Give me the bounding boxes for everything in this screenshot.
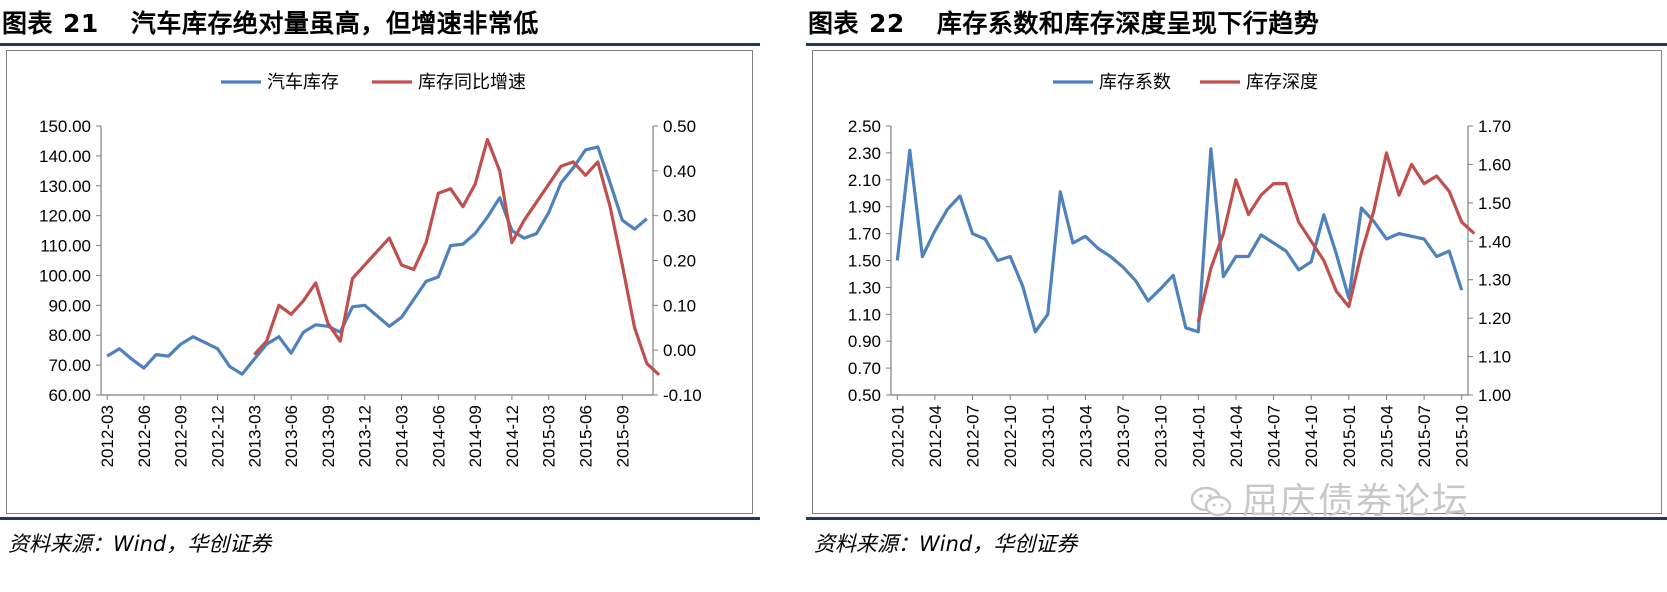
left-chart-svg: 60.00 70.00 80.00 90.00 100.00 110.00 120.00 13… xyxy=(39,72,702,467)
wechat-icon xyxy=(1190,486,1232,517)
right-chart-frame: 0.50 0.70 0.90 1.10 1.30 1.50 1.70 1.90 2.10 2.30… xyxy=(812,50,1662,514)
x-tick-label: 2015-07 xyxy=(1415,405,1434,467)
right-source-rule xyxy=(806,517,1667,520)
x-tick-label: 2012-06 xyxy=(135,405,154,467)
y-left-tick-label: 60.00 xyxy=(48,386,91,405)
x-tick-label: 2014-01 xyxy=(1189,405,1208,467)
legend-label-1: 库存同比增速 xyxy=(418,72,526,93)
legend-label-0: 库存系数 xyxy=(1099,72,1171,93)
y-left-tick-label: 110.00 xyxy=(40,237,91,256)
y-right-tick-label: 0.30 xyxy=(663,207,696,226)
x-tick-label: 2014-03 xyxy=(393,405,412,467)
y-left-tick-label: 80.00 xyxy=(48,326,91,345)
x-tick-label: 2013-04 xyxy=(1076,405,1095,467)
y-right-tick-label: 1.40 xyxy=(1478,232,1511,251)
y-left-tick-label: 2.50 xyxy=(848,117,881,136)
y-left-tick-label: 1.10 xyxy=(848,305,881,324)
x-tick-label: 2012-01 xyxy=(888,405,907,467)
x-tick-label: 2014-04 xyxy=(1227,405,1246,467)
y-right-tick-label: 1.50 xyxy=(1478,194,1511,213)
x-tick-label: 2013-06 xyxy=(282,405,301,467)
x-tick-label: 2014-09 xyxy=(466,405,485,467)
y-right-tick-label: 1.70 xyxy=(1478,117,1511,136)
x-tick-label: 2013-03 xyxy=(245,405,264,467)
y-left-tick-label: 140.00 xyxy=(39,147,91,166)
series-line-1 xyxy=(253,137,661,376)
right-title-text: 库存系数和库存深度呈现下行趋势 xyxy=(936,9,1320,38)
y-right-tick-label: 0.50 xyxy=(663,117,696,136)
y-right-tick-label: 0.00 xyxy=(663,341,696,360)
x-tick-label: 2012-10 xyxy=(1001,405,1020,467)
y-right-tick-label: 0.40 xyxy=(663,162,696,181)
right-chart-svg: 0.50 0.70 0.90 1.10 1.30 1.50 1.70 1.90 2.10 2.30… xyxy=(848,72,1511,467)
left-chart-title: 图表 21 汽车库存绝对量虽高，但增速非常低 xyxy=(2,4,539,40)
right-title-rule xyxy=(806,43,1667,46)
left-source-rule xyxy=(0,517,760,520)
y-right-tick-label: 1.10 xyxy=(1478,348,1511,367)
y-left-tick-label: 70.00 xyxy=(48,356,91,375)
right-title-prefix: 图表 xyxy=(808,9,860,38)
x-tick-label: 2015-03 xyxy=(540,405,559,467)
y-left-tick-label: 0.70 xyxy=(848,359,881,378)
x-tick-label: 2015-04 xyxy=(1377,405,1396,467)
x-tick-label: 2012-09 xyxy=(172,405,191,467)
x-tick-label: 2015-09 xyxy=(613,405,632,467)
y-left-tick-label: 90.00 xyxy=(48,296,91,315)
x-tick-label: 2015-10 xyxy=(1453,405,1472,467)
x-tick-label: 2014-12 xyxy=(503,405,522,467)
y-left-tick-label: 0.50 xyxy=(848,386,881,405)
x-tick-label: 2012-07 xyxy=(964,405,983,467)
y-left-tick-label: 1.90 xyxy=(848,198,881,217)
y-right-tick-label: 1.60 xyxy=(1478,155,1511,174)
watermark: 屈庆债券论坛 xyxy=(1190,472,1470,524)
series-line-1 xyxy=(1196,151,1476,323)
left-source-note: 资料来源：Wind，华创证券 xyxy=(8,532,272,556)
y-left-tick-label: 100.00 xyxy=(39,266,91,285)
y-left-tick-label: 1.50 xyxy=(848,252,881,271)
x-tick-label: 2012-03 xyxy=(98,405,117,467)
y-left-tick-label: 130.00 xyxy=(39,177,91,196)
y-right-tick-label: 1.30 xyxy=(1478,271,1511,290)
y-left-tick-label: 2.30 xyxy=(848,144,881,163)
y-left-tick-label: 2.10 xyxy=(848,171,881,190)
x-tick-label: 2014-06 xyxy=(429,405,448,467)
y-right-tick-label: 0.10 xyxy=(663,296,696,315)
x-tick-label: 2013-10 xyxy=(1152,405,1171,467)
y-right-tick-label: 0.20 xyxy=(663,252,696,271)
left-title-prefix: 图表 xyxy=(2,9,54,38)
legend-label-0: 汽车库存 xyxy=(267,72,339,93)
right-source-note: 资料来源：Wind，华创证券 xyxy=(814,532,1078,556)
x-tick-label: 2015-01 xyxy=(1340,405,1359,467)
y-right-tick-label: 1.00 xyxy=(1478,386,1511,405)
y-left-tick-label: 1.30 xyxy=(848,278,881,297)
y-left-tick-label: 1.70 xyxy=(848,225,881,244)
x-tick-label: 2012-12 xyxy=(209,405,228,467)
x-tick-label: 2013-09 xyxy=(319,405,338,467)
x-tick-label: 2015-06 xyxy=(577,405,596,467)
legend-label-1: 库存深度 xyxy=(1246,72,1318,93)
x-tick-label: 2014-10 xyxy=(1302,405,1321,467)
y-right-tick-label: -0.10 xyxy=(663,386,702,405)
x-tick-label: 2012-04 xyxy=(926,405,945,467)
x-tick-label: 2014-07 xyxy=(1265,405,1284,467)
y-left-tick-label: 120.00 xyxy=(39,207,91,226)
left-chart-frame: 60.00 70.00 80.00 90.00 100.00 110.00 120.00 13… xyxy=(6,50,753,514)
watermark-text: 屈庆债券论坛 xyxy=(1242,481,1471,522)
left-title-number: 21 xyxy=(63,9,99,38)
series-line-0 xyxy=(106,145,648,376)
x-tick-label: 2013-07 xyxy=(1114,405,1133,467)
left-title-rule xyxy=(0,43,760,46)
y-left-tick-label: 0.90 xyxy=(848,332,881,351)
right-chart-title: 图表 22 库存系数和库存深度呈现下行趋势 xyxy=(808,4,1319,40)
x-tick-label: 2013-12 xyxy=(356,405,375,467)
y-right-tick-label: 1.20 xyxy=(1478,309,1511,328)
series-line-0 xyxy=(895,147,1464,334)
y-left-tick-label: 150.00 xyxy=(39,117,91,136)
x-tick-label: 2013-01 xyxy=(1039,405,1058,467)
left-title-text: 汽车库存绝对量虽高，但增速非常低 xyxy=(130,9,539,38)
right-title-number: 22 xyxy=(869,9,905,38)
